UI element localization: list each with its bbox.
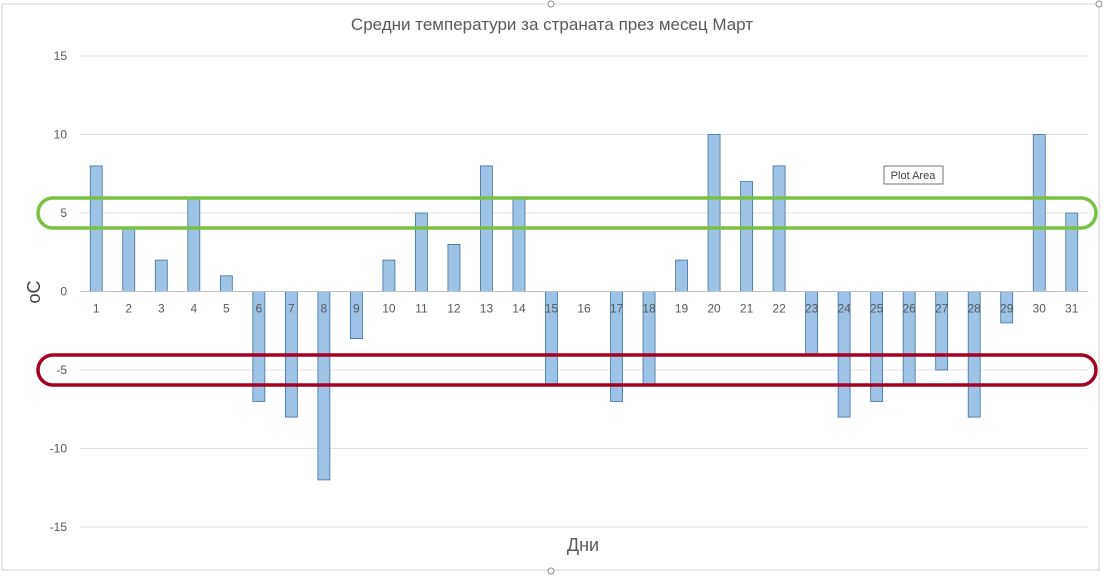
y-tick-label: -5 xyxy=(56,363,67,377)
x-tick-label: 9 xyxy=(353,302,360,316)
bar[interactable] xyxy=(675,259,688,292)
x-tick-label: 18 xyxy=(642,302,656,316)
x-tick-label: 31 xyxy=(1065,302,1079,316)
x-axis-tick-labels: 1 2 3 4 5 6 7 8 9 10 11 12 13 14 15 16 17 18 19 20 21 22 23 24 2… xyxy=(93,302,1079,316)
x-tick-label: 24 xyxy=(837,302,851,316)
chart-title: Средни температури за страната през месе… xyxy=(351,15,753,34)
y-axis-title: oC xyxy=(24,280,44,303)
x-tick-label: 29 xyxy=(1000,302,1014,316)
x-tick-label: 13 xyxy=(480,302,494,316)
highlight-band xyxy=(36,353,1098,387)
x-tick-label: 5 xyxy=(223,302,230,316)
x-tick-label: 15 xyxy=(545,302,559,316)
y-tick-label: 10 xyxy=(54,128,68,142)
bar[interactable] xyxy=(1065,212,1079,292)
bar[interactable] xyxy=(707,134,721,292)
x-tick-label: 4 xyxy=(190,302,197,316)
bar[interactable] xyxy=(122,228,136,292)
highlight-bands xyxy=(36,196,1098,387)
y-tick-label: 15 xyxy=(54,49,68,63)
bar[interactable] xyxy=(415,212,428,292)
highlight-band xyxy=(36,196,1098,230)
x-tick-label: 21 xyxy=(740,302,754,316)
bar[interactable] xyxy=(447,243,461,292)
resize-handle-top-right[interactable] xyxy=(1095,0,1103,8)
x-tick-label: 11 xyxy=(415,302,428,316)
x-tick-label: 27 xyxy=(935,302,949,316)
bar[interactable] xyxy=(187,196,201,292)
x-tick-label: 14 xyxy=(512,302,526,316)
x-tick-label: 20 xyxy=(707,302,721,316)
y-tick-label: 5 xyxy=(60,206,67,220)
y-tick-label: 0 xyxy=(60,285,67,299)
bar[interactable] xyxy=(512,196,526,292)
x-tick-label: 30 xyxy=(1033,302,1047,316)
x-axis-title: Дни xyxy=(567,535,599,555)
x-tick-label: 22 xyxy=(772,302,786,316)
tooltip-text: Plot Area xyxy=(891,170,937,182)
bar[interactable] xyxy=(1032,134,1046,292)
x-tick-label: 3 xyxy=(158,302,165,316)
x-tick-label: 1 xyxy=(93,302,100,316)
x-tick-label: 16 xyxy=(577,302,591,316)
bar[interactable] xyxy=(382,259,396,292)
y-tick-label: -15 xyxy=(50,520,68,534)
x-tick-label: 17 xyxy=(610,302,624,316)
resize-handle-top[interactable] xyxy=(547,0,555,8)
resize-handle-bottom[interactable] xyxy=(547,567,555,575)
x-tick-label: 26 xyxy=(902,302,916,316)
bar[interactable] xyxy=(219,275,233,292)
x-tick-label: 23 xyxy=(805,302,819,316)
plot-area-tooltip: Plot Area xyxy=(883,165,944,185)
bar[interactable] xyxy=(154,259,168,292)
chart-border xyxy=(1,3,1100,571)
x-tick-label: 28 xyxy=(968,302,982,316)
x-tick-label: 7 xyxy=(288,302,295,316)
y-tick-label: -10 xyxy=(50,442,68,456)
x-tick-label: 25 xyxy=(870,302,884,316)
x-tick-label: 10 xyxy=(382,302,396,316)
x-tick-label: 2 xyxy=(125,302,132,316)
x-tick-label: 8 xyxy=(321,302,328,316)
tooltip-box xyxy=(883,165,944,185)
x-tick-label: 6 xyxy=(255,302,262,316)
x-tick-label: 19 xyxy=(675,302,689,316)
x-tick-label: 12 xyxy=(447,302,461,316)
gridlines xyxy=(80,55,1088,528)
y-axis-tick-labels: 15 10 5 0 -5 -10 -15 xyxy=(50,49,68,534)
